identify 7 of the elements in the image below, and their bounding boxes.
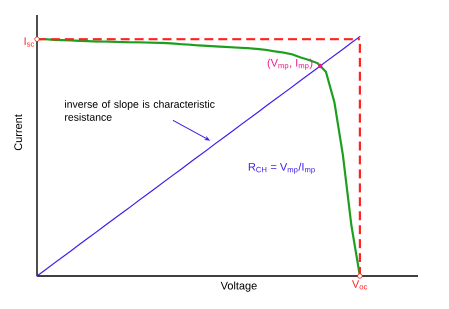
ref-line-label: I$_{sc}$: [24, 37, 34, 47]
x-axis-title: Voltage: [220, 282, 257, 292]
y-axis-title: Current: [14, 114, 22, 150]
text: V$_{oc}$: [352, 280, 368, 290]
annotation: inverse of slope is characteristic resistance: [65, 100, 215, 121]
annotation: R$_{CH}$ = V$_{mp}$/I$_{mp}$: [248, 162, 315, 174]
annotation: (V$_{mp}$, I$_{mp}$): [268, 58, 312, 70]
